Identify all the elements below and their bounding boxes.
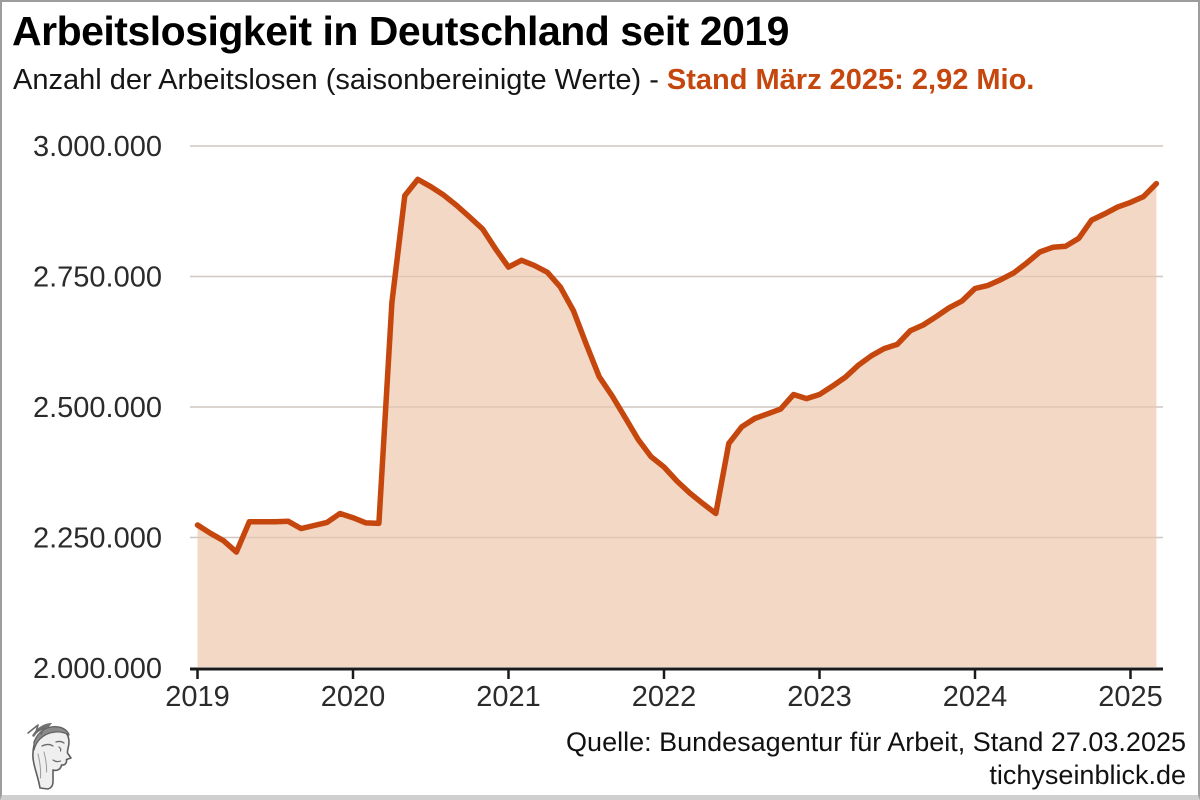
x-tick-label: 2019 — [165, 681, 230, 713]
source-line: Quelle: Bundesagentur für Arbeit, Stand … — [566, 727, 1186, 757]
area-fill — [197, 179, 1157, 667]
x-tick-label: 2022 — [632, 681, 697, 713]
y-tick-label: 2.750.000 — [33, 262, 162, 294]
chart-subtitle: Anzahl der Arbeitslosen (saisonbereinigt… — [13, 64, 1034, 97]
trend-line — [194, 176, 1160, 555]
y-tick-label: 3.000.000 — [33, 131, 162, 163]
source-attribution: Quelle: Bundesagentur für Arbeit, Stand … — [566, 726, 1186, 792]
x-axis-labels: 2019 2020 2021 2022 2023 2024 2025 — [165, 681, 1163, 713]
x-tick-label: 2021 — [476, 681, 541, 713]
x-axis-ticks — [196, 670, 1132, 679]
y-axis-labels: 2.000.000 2.250.000 2.500.000 2.750.000 3.00… — [33, 131, 162, 685]
publisher-logo — [27, 723, 72, 790]
chart-title: Arbeitslosigkeit in Deutschland seit 201… — [12, 8, 789, 54]
website-line: tichyseinblick.de — [989, 759, 1186, 790]
x-tick-label: 2024 — [943, 681, 1008, 713]
x-tick-label: 2020 — [321, 681, 386, 713]
y-tick-label: 2.250.000 — [33, 523, 162, 555]
gridlines-overlay — [190, 145, 1163, 539]
y-tick-label: 2.500.000 — [33, 392, 162, 424]
hermes-head-icon — [27, 723, 72, 790]
x-tick-label: 2025 — [1098, 681, 1163, 713]
chart-subtitle-plain: Anzahl der Arbeitslosen (saisonbereinigt… — [13, 64, 667, 96]
y-tick-label: 2.000.000 — [33, 653, 162, 685]
x-tick-label: 2023 — [787, 681, 852, 713]
chart-subtitle-highlight: Stand März 2025: 2,92 Mio. — [666, 64, 1035, 96]
